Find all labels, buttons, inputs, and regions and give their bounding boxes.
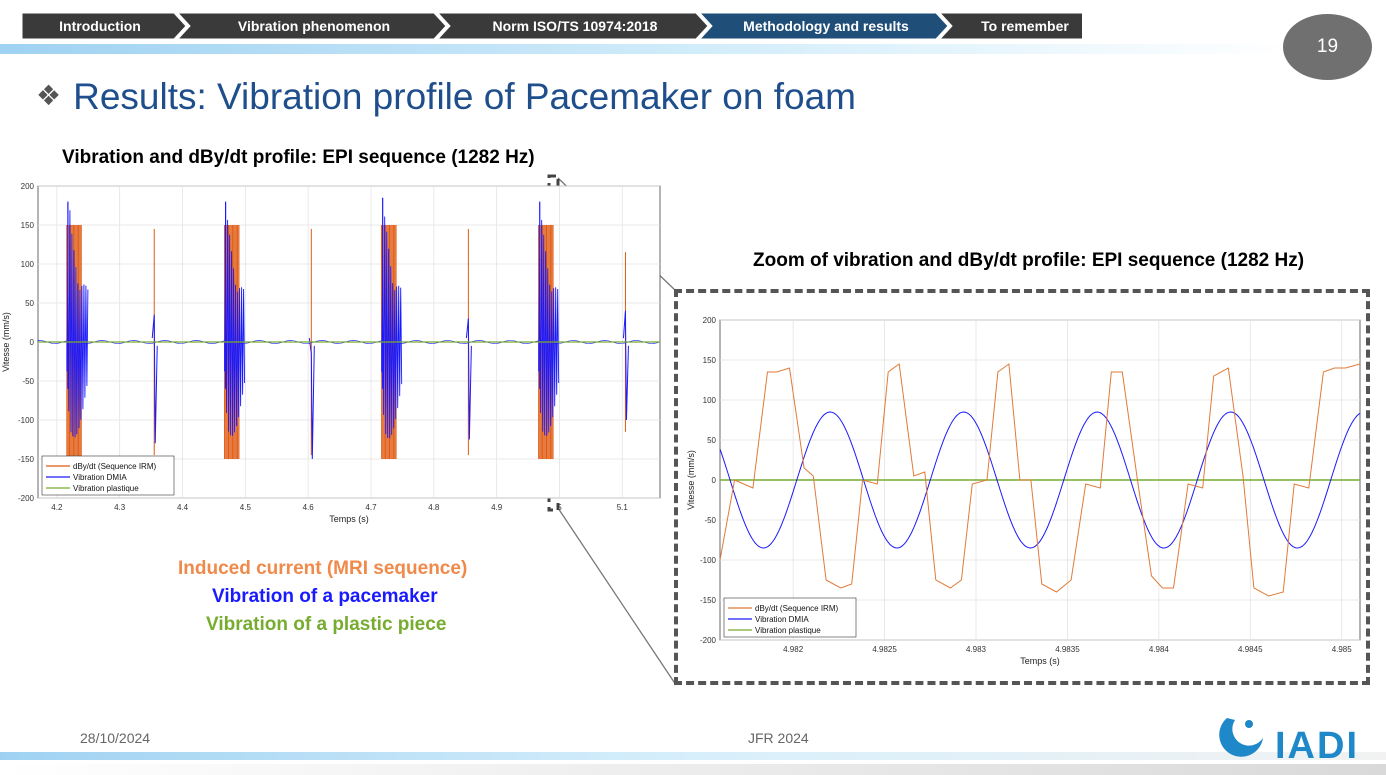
legend-induced-label: Induced current (MRI sequence) — [178, 558, 468, 579]
page-number: 19 — [1283, 14, 1372, 80]
nav-tab-shape — [22, 12, 187, 40]
legend-entry: dBy/dt (Sequence IRM) — [73, 462, 156, 471]
pacemaker-burst — [224, 219, 246, 436]
y-tick-label: -100 — [18, 416, 35, 425]
x-tick-label: 4.7 — [365, 503, 377, 512]
nav-tab-label: Vibration phenomenon — [238, 18, 390, 34]
nav-tab-label: Introduction — [59, 18, 141, 34]
section-nav: Introduction Vibration phenomenon Norm ISO… — [22, 12, 1082, 40]
page-title: ❖ Results: Vibration profile of Pacemaker… — [36, 76, 856, 118]
nav-tab-introduction[interactable]: Introduction — [22, 12, 187, 40]
nav-tab-label: Methodology and results — [743, 18, 909, 34]
nav-tab-vibration-phenomenon[interactable]: Vibration phenomenon — [176, 12, 447, 40]
legend-entry: Vibration DMIA — [73, 473, 127, 482]
nav-tab-methodology-and-results[interactable]: Methodology and results — [698, 12, 949, 40]
y-tick-label: -100 — [700, 556, 717, 565]
chart-legend: dBy/dt (Sequence IRM) Vibration DMIA Vibra… — [41, 455, 175, 496]
nav-tab-shape — [698, 12, 949, 40]
pacemaker-spike — [308, 338, 315, 460]
y-axis-label: Vitesse (mm/s) — [686, 450, 696, 510]
legend-entry: Vibration plastique — [73, 484, 139, 493]
x-tick-label: 4.985 — [1332, 645, 1353, 654]
x-tick-label: 4.9825 — [872, 645, 897, 654]
pacemaker-burst — [381, 216, 403, 439]
legend-pacemaker-label: Vibration of a pacemaker — [212, 586, 438, 607]
legend-entry: dBy/dt (Sequence IRM) — [755, 604, 838, 613]
x-tick-label: 4.9 — [491, 503, 503, 512]
y-tick-label: -200 — [700, 636, 717, 645]
zoom-vibration-chart: -200 -150 -100 -50 0 50 100 150 200 4.982 4.9825 4.… — [686, 316, 1361, 666]
dbydt-line — [719, 363, 1361, 597]
nav-chevrons: Introduction Vibration phenomenon Norm ISO… — [22, 12, 1082, 40]
logo-text: IADI — [1275, 725, 1359, 764]
legend-plastic-label: Vibration of a plastic piece — [206, 614, 447, 635]
pacemaker-burst — [538, 219, 560, 436]
y-tick-label: 50 — [707, 436, 716, 445]
y-tick-label: 200 — [703, 316, 717, 325]
y-axis-label: Vitesse (mm/s) — [1, 312, 11, 372]
nav-tab-label: Norm ISO/TS 10974:2018 — [493, 18, 658, 34]
y-tick-label: 150 — [703, 356, 717, 365]
pacemaker-sine — [719, 411, 1361, 549]
main-vibration-chart: -200 -150 -100 -50 0 50 100 150 200 4.2 4.3 4.4 4.5 4… — [1, 182, 661, 524]
y-tick-label: 200 — [21, 182, 35, 191]
zoom-chart-title: Zoom of vibration and dBy/dt profile: EP… — [753, 250, 1305, 271]
legend-pacemaker: Vibration of a pacemaker — [212, 586, 438, 608]
pacemaker-spike — [622, 310, 629, 421]
footer-event: JFR 2024 — [748, 730, 809, 746]
iadi-logo: IADI — [1219, 717, 1359, 764]
bottom-accent-bar — [0, 752, 1386, 760]
y-tick-label: 50 — [25, 299, 34, 308]
nav-tab-norm-iso-ts-10974-2018[interactable]: Norm ISO/TS 10974:2018 — [436, 12, 709, 40]
y-tick-label: -150 — [700, 596, 717, 605]
x-tick-label: 4.8 — [428, 503, 440, 512]
nav-tab-shape — [436, 12, 709, 40]
chart-legend: dBy/dt (Sequence IRM) Vibration DMIA Vibra… — [723, 597, 857, 638]
bottom-gray-bar — [0, 764, 1386, 775]
legend-entry: Vibration plastique — [755, 626, 821, 635]
nav-tab-shape — [938, 12, 1082, 40]
pacemaker-spike — [465, 318, 472, 440]
top-accent-bar — [0, 44, 1290, 54]
y-tick-label: -150 — [18, 455, 35, 464]
x-axis-label: Temps (s) — [329, 514, 369, 524]
x-tick-label: 4.3 — [114, 503, 126, 512]
y-tick-label: -200 — [18, 494, 35, 503]
legend-induced-current: Induced current (MRI sequence) — [178, 558, 467, 580]
pacemaker-burst — [66, 210, 89, 438]
x-tick-label: 4.9845 — [1238, 645, 1263, 654]
legend-plastic: Vibration of a plastic piece — [206, 614, 446, 636]
x-tick-label: 4.984 — [1149, 645, 1170, 654]
x-tick-label: 4.983 — [966, 645, 987, 654]
legend-entry: Vibration DMIA — [755, 615, 809, 624]
y-tick-label: -50 — [704, 516, 716, 525]
x-tick-label: 4.6 — [303, 503, 315, 512]
x-tick-label: 5.1 — [617, 503, 629, 512]
y-tick-label: 0 — [30, 338, 35, 347]
x-tick-label: 4.4 — [177, 503, 189, 512]
x-tick-label: 4.5 — [240, 503, 252, 512]
y-tick-label: 0 — [712, 476, 717, 485]
x-axis-label: Temps (s) — [1020, 656, 1060, 666]
diamond-bullet-icon: ❖ — [36, 80, 62, 111]
title-text: Results: Vibration profile of Pacemaker … — [73, 76, 856, 117]
y-tick-label: 100 — [703, 396, 717, 405]
x-tick-label: 4.2 — [51, 503, 63, 512]
x-tick-label: 5 — [557, 503, 562, 512]
pacemaker-spike — [151, 314, 158, 444]
nav-tab-shape — [176, 12, 447, 40]
y-tick-label: -50 — [22, 377, 34, 386]
y-tick-label: 100 — [21, 260, 35, 269]
nav-tab-label: To remember — [981, 18, 1069, 34]
x-tick-label: 4.9835 — [1055, 645, 1080, 654]
main-chart-title: Vibration and dBy/dt profile: EPI sequen… — [62, 147, 535, 168]
y-tick-label: 150 — [21, 221, 35, 230]
zoom-frame — [674, 289, 1370, 685]
footer-date: 28/10/2024 — [80, 730, 151, 746]
nav-tab-to-remember[interactable]: To remember — [938, 12, 1082, 40]
x-tick-label: 4.982 — [783, 645, 804, 654]
